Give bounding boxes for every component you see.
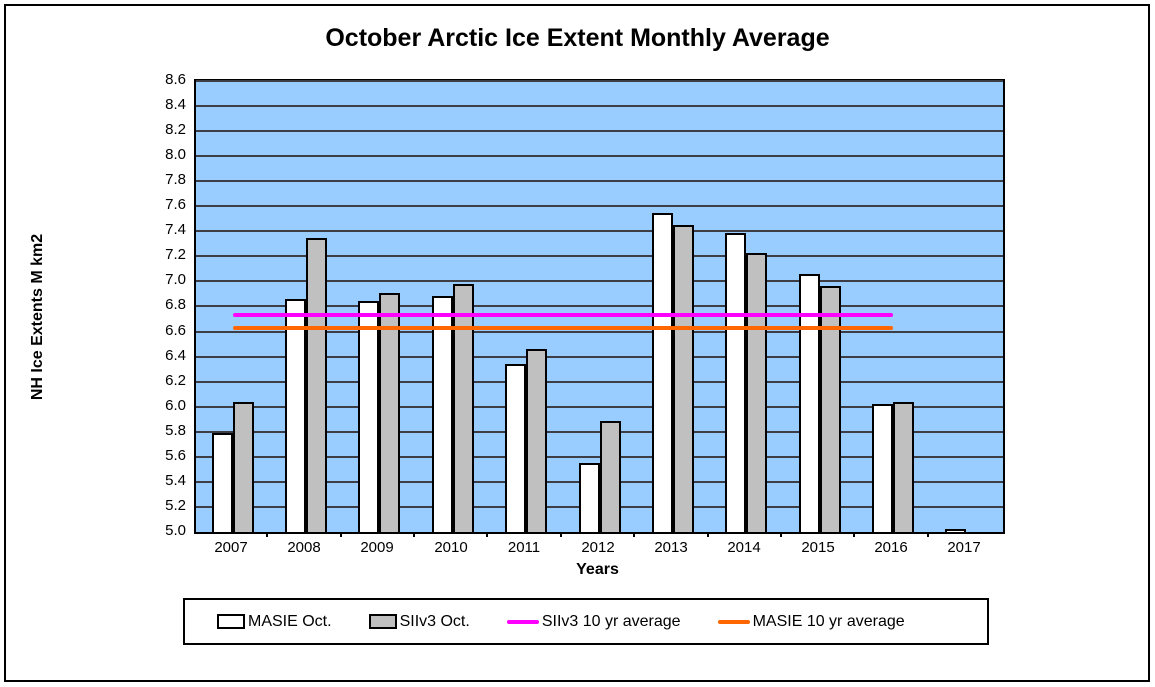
x-tick-mark: [266, 532, 268, 537]
gridline: [196, 230, 1003, 232]
gridline: [196, 205, 1003, 207]
legend-item-masie-oct: MASIE Oct.: [217, 613, 332, 631]
y-tick-label: 7.4: [165, 221, 186, 238]
bar-siiv3-oct-2012: [600, 421, 621, 532]
x-tick-mark: [486, 532, 488, 537]
y-tick-label: 5.6: [165, 447, 186, 464]
gridline: [196, 155, 1003, 157]
bar-siiv3-oct-2007: [233, 402, 254, 532]
x-tick-mark: [413, 532, 415, 537]
y-tick-label: 7.8: [165, 171, 186, 188]
gridline: [196, 130, 1003, 132]
y-tick-label: 7.6: [165, 196, 186, 213]
gridline: [196, 406, 1003, 408]
bar-masie-oct-2012: [579, 463, 600, 532]
x-tick-label: 2013: [654, 539, 688, 556]
line-masie-10-yr-average: [233, 326, 893, 330]
bar-masie-oct-2016: [872, 404, 893, 532]
y-tick-label: 8.2: [165, 121, 186, 138]
y-tick-label: 5.0: [165, 522, 186, 539]
legend-bar-swatch: [217, 614, 245, 629]
gridline: [196, 356, 1003, 358]
legend: MASIE Oct. SIIv3 Oct. SIIv3 10 yr average M…: [183, 598, 989, 645]
bar-masie-oct-2008: [285, 299, 306, 532]
line-siiv3-10-yr-average: [233, 313, 893, 317]
x-tick-mark: [853, 532, 855, 537]
x-tick-label: 2011: [507, 539, 541, 556]
y-axis-title: NH Ice Extents M km2: [29, 233, 46, 401]
y-tick-label: 6.6: [165, 322, 186, 339]
bar-siiv3-oct-2016: [893, 402, 914, 532]
bar-masie-oct-2007: [212, 433, 233, 532]
x-tick-mark: [633, 532, 635, 537]
bar-siiv3-oct-2011: [526, 349, 547, 532]
gridline: [196, 381, 1003, 383]
y-tick-label: 8.6: [165, 71, 186, 88]
legend-bar-swatch: [368, 614, 397, 629]
x-tick-mark: [780, 532, 782, 537]
bar-masie-oct-2009: [358, 301, 379, 532]
gridline: [196, 255, 1003, 257]
bar-masie-oct-2017: [945, 529, 966, 532]
y-tick-label: 8.0: [165, 146, 186, 163]
legend-label: MASIE 10 yr average: [752, 612, 905, 630]
x-axis-title: Years: [576, 561, 619, 578]
legend-item-siiv3-oct: SIIv3 Oct.: [368, 612, 470, 631]
y-tick-label: 5.8: [165, 422, 186, 439]
x-tick-label: 2008: [287, 539, 321, 556]
x-tick-label: 2017: [947, 539, 981, 556]
y-tick-label: 6.2: [165, 372, 186, 389]
y-tick-label: 7.0: [165, 271, 186, 288]
bar-masie-oct-2011: [505, 364, 526, 532]
x-tick-label: 2014: [727, 539, 761, 556]
bar-siiv3-oct-2008: [306, 238, 327, 532]
x-tick-label: 2012: [581, 539, 615, 556]
legend-label: SIIv3 Oct.: [399, 612, 470, 630]
x-tick-mark: [927, 532, 929, 537]
y-tick-label: 6.8: [165, 296, 186, 313]
x-tick-label: 2016: [874, 539, 908, 556]
gridline: [196, 305, 1003, 307]
bar-siiv3-oct-2015: [820, 286, 841, 532]
gridline: [196, 331, 1003, 333]
chart-title: October Arctic Ice Extent Monthly Averag…: [325, 24, 830, 52]
bar-siiv3-oct-2013: [673, 225, 694, 532]
x-tick-mark: [707, 532, 709, 537]
y-tick-label: 8.4: [165, 96, 186, 113]
gridline: [196, 280, 1003, 282]
gridline: [196, 80, 1003, 82]
gridline: [196, 456, 1003, 458]
legend-item-siiv3-10-yr-average: SIIv3 10 yr average: [506, 612, 681, 631]
x-tick-label: 2007: [214, 539, 248, 556]
y-tick-label: 6.0: [165, 397, 186, 414]
legend-line-swatch: [506, 619, 539, 624]
plot-area: [194, 79, 1005, 534]
legend-line-swatch: [717, 619, 750, 624]
x-tick-label: 2015: [801, 539, 835, 556]
gridline: [196, 105, 1003, 107]
x-tick-mark: [560, 532, 562, 537]
y-tick-label: 5.4: [165, 472, 186, 489]
bar-siiv3-oct-2009: [379, 293, 400, 532]
x-tick-label: 2010: [434, 539, 468, 556]
bar-masie-oct-2013: [652, 213, 673, 532]
bar-masie-oct-2015: [799, 274, 820, 532]
bar-masie-oct-2014: [725, 233, 746, 532]
bar-masie-oct-2010: [432, 296, 453, 532]
gridline: [196, 180, 1003, 182]
gridline: [196, 431, 1003, 433]
bar-siiv3-oct-2014: [746, 253, 767, 532]
y-tick-label: 5.2: [165, 497, 186, 514]
y-tick-label: 6.4: [165, 347, 186, 364]
x-tick-label: 2009: [360, 539, 394, 556]
y-tick-label: 7.2: [165, 246, 186, 263]
legend-label: MASIE Oct.: [248, 612, 332, 630]
legend-item-masie-10-yr-average: MASIE 10 yr average: [717, 612, 905, 631]
bar-siiv3-oct-2010: [453, 284, 474, 532]
x-tick-mark: [340, 532, 342, 537]
legend-label: SIIv3 10 yr average: [541, 612, 681, 630]
